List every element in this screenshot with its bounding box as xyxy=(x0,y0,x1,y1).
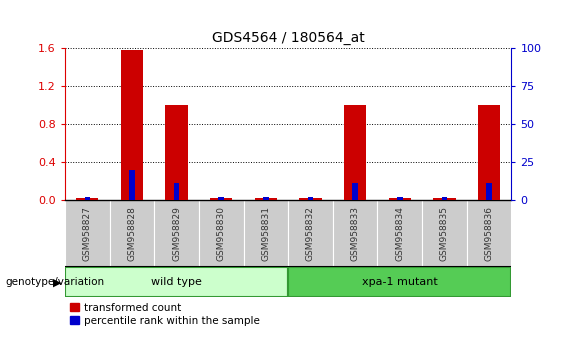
Bar xyxy=(353,183,358,200)
Bar xyxy=(65,267,288,297)
Bar xyxy=(210,198,232,200)
Bar xyxy=(397,197,402,200)
Bar xyxy=(333,200,377,267)
Text: GSM958831: GSM958831 xyxy=(262,206,270,261)
Bar xyxy=(85,197,90,200)
Text: wild type: wild type xyxy=(151,277,202,287)
Text: ▶: ▶ xyxy=(53,277,61,287)
Text: genotype/variation: genotype/variation xyxy=(6,277,105,287)
Bar xyxy=(299,198,321,200)
Bar xyxy=(344,105,366,200)
Bar xyxy=(442,197,447,200)
Bar xyxy=(478,105,500,200)
Text: xpa-1 mutant: xpa-1 mutant xyxy=(362,277,438,287)
Text: GSM958827: GSM958827 xyxy=(83,206,92,261)
Bar xyxy=(486,183,492,200)
Text: GSM958835: GSM958835 xyxy=(440,206,449,261)
Bar xyxy=(76,198,98,200)
Bar xyxy=(377,200,422,267)
Text: GSM958829: GSM958829 xyxy=(172,206,181,261)
Bar xyxy=(110,200,154,267)
Text: GSM958836: GSM958836 xyxy=(485,206,493,261)
Bar xyxy=(129,170,134,200)
Text: GSM958834: GSM958834 xyxy=(396,206,404,261)
Bar xyxy=(467,200,511,267)
Bar xyxy=(121,50,143,200)
Bar xyxy=(244,200,288,267)
Bar xyxy=(219,197,224,200)
Bar xyxy=(308,197,313,200)
Bar xyxy=(288,200,333,267)
Bar xyxy=(389,198,411,200)
Bar xyxy=(65,200,110,267)
Bar xyxy=(422,200,467,267)
Text: GSM958830: GSM958830 xyxy=(217,206,225,261)
Bar xyxy=(255,198,277,200)
Bar xyxy=(433,198,455,200)
Text: GSM958832: GSM958832 xyxy=(306,206,315,261)
Bar xyxy=(166,105,188,200)
Bar xyxy=(199,200,244,267)
Bar xyxy=(263,197,268,200)
Text: GSM958833: GSM958833 xyxy=(351,206,359,261)
Bar xyxy=(154,200,199,267)
Text: GSM958828: GSM958828 xyxy=(128,206,136,261)
Bar xyxy=(174,183,179,200)
Title: GDS4564 / 180564_at: GDS4564 / 180564_at xyxy=(212,32,364,45)
Bar xyxy=(288,267,511,297)
Legend: transformed count, percentile rank within the sample: transformed count, percentile rank withi… xyxy=(70,303,259,326)
